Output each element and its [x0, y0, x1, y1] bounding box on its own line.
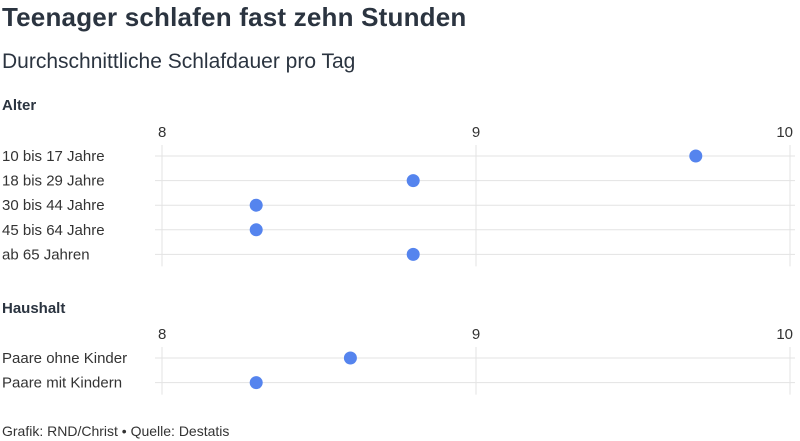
- data-point: [689, 149, 703, 163]
- chart-subtitle: Durchschnittliche Schlafdauer pro Tag: [2, 50, 356, 73]
- data-point: [343, 351, 357, 365]
- chart-title: Teenager schlafen fast zehn Stunden: [2, 2, 467, 32]
- x-tick-label: 10: [776, 326, 793, 343]
- category-label: 45 bis 64 Jahre: [2, 222, 105, 239]
- group-title: Haushalt: [2, 300, 65, 317]
- x-tick-label: 9: [472, 326, 480, 343]
- category-label: ab 65 Jahren: [2, 246, 90, 263]
- data-point: [249, 376, 263, 390]
- category-label: 10 bis 17 Jahre: [2, 148, 105, 165]
- source-note: Grafik: RND/Christ • Quelle: Destatis: [2, 423, 230, 439]
- x-tick-label: 10: [776, 124, 793, 141]
- data-point: [406, 247, 420, 261]
- data-point: [249, 198, 263, 212]
- category-label: 18 bis 29 Jahre: [2, 173, 105, 190]
- category-label: Paare mit Kindern: [2, 375, 122, 392]
- data-point: [406, 174, 420, 188]
- data-point: [249, 223, 263, 237]
- x-tick-label: 8: [158, 326, 166, 343]
- x-tick-label: 8: [158, 124, 166, 141]
- group-title: Alter: [2, 97, 36, 114]
- x-tick-label: 9: [472, 124, 480, 141]
- category-label: Paare ohne Kinder: [2, 350, 127, 367]
- category-label: 30 bis 44 Jahre: [2, 197, 105, 214]
